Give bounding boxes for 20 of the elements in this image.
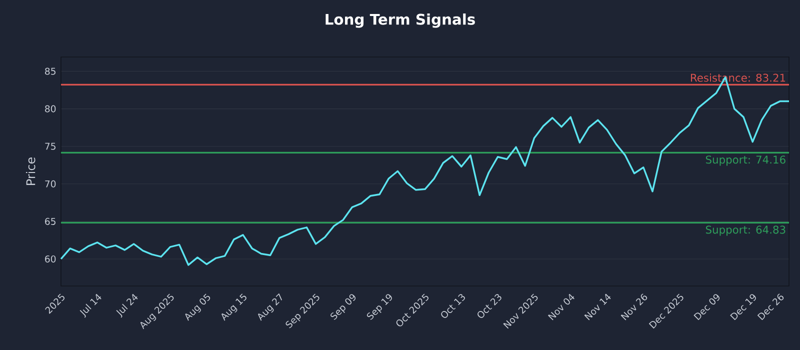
y-tick-label: 70 bbox=[45, 180, 56, 188]
y-tick-label: 75 bbox=[45, 142, 56, 150]
x-tick-label: Sep 19 bbox=[366, 294, 392, 320]
x-tick-label: Oct 23 bbox=[478, 294, 502, 318]
chart-title: Long Term Signals bbox=[326, 14, 475, 28]
x-tick-label: Dec 19 bbox=[730, 294, 756, 320]
x-tick-label: Dec 09 bbox=[694, 294, 720, 320]
y-tick-label: 60 bbox=[45, 255, 56, 262]
x-tick-label: Jul 14 bbox=[80, 294, 102, 318]
ref-line-label: Support: 74.16 bbox=[706, 156, 786, 166]
y-tick-label: 80 bbox=[45, 105, 56, 112]
x-tick-label: Dec 26 bbox=[757, 294, 784, 320]
x-tick-label: Sep 09 bbox=[330, 294, 356, 320]
y-tick-label: 65 bbox=[45, 218, 56, 225]
y-tick-label: 85 bbox=[45, 68, 56, 75]
ref-line-label: Support: 64.83 bbox=[706, 226, 786, 236]
ref-line-label: Resistance: 83.21 bbox=[690, 74, 786, 82]
y-axis-title: Price bbox=[26, 157, 36, 185]
x-tick-label: Oct 13 bbox=[441, 294, 465, 318]
x-tick-label: Jul 24 bbox=[116, 294, 138, 318]
